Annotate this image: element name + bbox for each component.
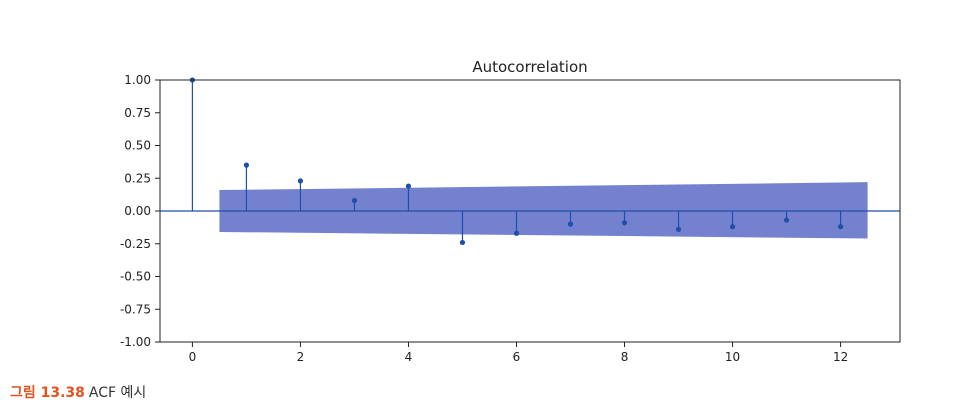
chart-title: Autocorrelation bbox=[472, 58, 587, 76]
x-tick-label: 12 bbox=[833, 350, 848, 364]
acf-chart-svg: 0 2 4 6 8 10 12 -1.00 -0.75 -0.50 -0.25 0.00 0.25 0.… bbox=[120, 58, 901, 364]
y-tick-label: 0.00 bbox=[124, 204, 151, 218]
acf-marker-lag-7 bbox=[567, 221, 574, 227]
y-tick-label: -0.75 bbox=[120, 302, 151, 316]
x-tick-label: 10 bbox=[725, 350, 740, 364]
acf-marker-lag-8 bbox=[621, 220, 628, 226]
acf-marker-lag-10 bbox=[729, 224, 736, 230]
y-tick-label: -1.00 bbox=[120, 335, 151, 349]
acf-marker-lag-5 bbox=[459, 239, 466, 246]
y-tick-label: 0.25 bbox=[124, 171, 151, 185]
x-tick-label: 0 bbox=[189, 350, 197, 364]
x-tick-label: 6 bbox=[513, 350, 521, 364]
figure-caption: 그림 13.38 ACF 예시 bbox=[10, 382, 146, 402]
x-tick-label: 4 bbox=[405, 350, 413, 364]
acf-marker-lag-12 bbox=[837, 224, 844, 230]
caption-text: ACF 예시 bbox=[88, 385, 147, 401]
x-tick-label: 8 bbox=[621, 350, 629, 364]
y-tick-label: 0.50 bbox=[124, 139, 151, 153]
acf-marker-lag-11 bbox=[783, 217, 790, 223]
y-tick-label: -0.25 bbox=[120, 237, 151, 251]
acf-marker-lag-2 bbox=[297, 178, 304, 184]
y-tick-label: 0.75 bbox=[124, 106, 151, 120]
confidence-band bbox=[219, 182, 868, 239]
x-tick-label: 2 bbox=[297, 350, 305, 364]
acf-marker-lag-6 bbox=[513, 230, 520, 236]
y-tick-label: -0.50 bbox=[120, 270, 151, 284]
acf-chart: 0 2 4 6 8 10 12 -1.00 -0.75 -0.50 -0.25 0.00 0.25 0.… bbox=[120, 58, 901, 364]
caption-number: 그림 13.38 bbox=[10, 385, 85, 401]
acf-marker-lag-9 bbox=[675, 226, 682, 232]
y-tick-label: 1.00 bbox=[124, 73, 151, 87]
acf-marker-lag-3 bbox=[351, 197, 358, 204]
acf-marker-lag-1 bbox=[243, 162, 250, 168]
acf-marker-lag-4 bbox=[405, 183, 412, 189]
